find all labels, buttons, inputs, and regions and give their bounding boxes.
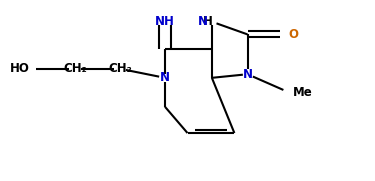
Text: Me: Me <box>292 86 312 99</box>
Text: HO: HO <box>10 62 30 75</box>
Text: NH: NH <box>155 15 175 28</box>
Text: N: N <box>160 71 170 84</box>
Text: H: H <box>203 15 213 28</box>
Text: CH₂: CH₂ <box>108 62 132 75</box>
Text: O: O <box>289 28 299 41</box>
Text: N: N <box>198 15 208 28</box>
Text: CH₂: CH₂ <box>63 62 87 75</box>
Text: N: N <box>243 68 252 81</box>
